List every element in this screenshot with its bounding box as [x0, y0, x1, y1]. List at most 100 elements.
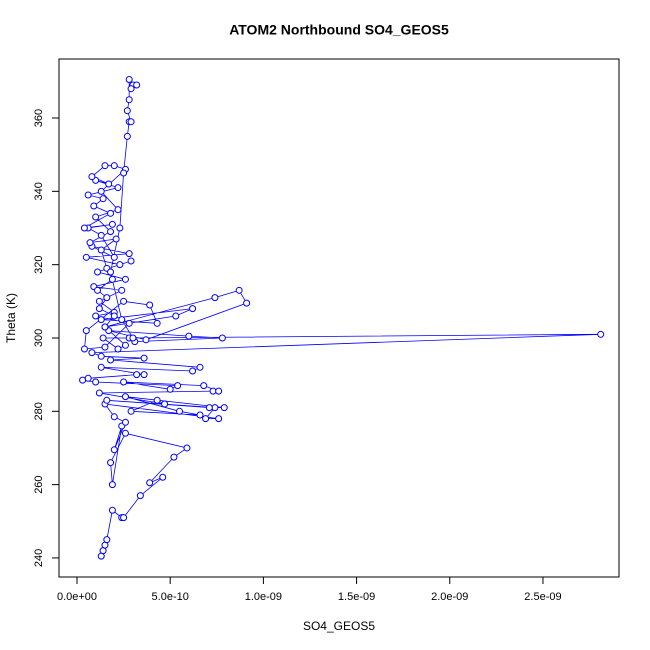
- point: [189, 305, 197, 313]
- point: [127, 257, 135, 265]
- point: [84, 191, 92, 199]
- point: [205, 404, 213, 412]
- point: [95, 297, 103, 305]
- point: [118, 286, 126, 294]
- chart-title: ATOM2 Northbound SO4_GEOS5: [229, 22, 449, 38]
- point: [121, 429, 129, 437]
- point: [110, 312, 118, 320]
- point: [116, 261, 124, 269]
- point: [120, 514, 128, 522]
- point: [82, 253, 90, 261]
- point: [108, 275, 116, 283]
- point: [125, 319, 133, 327]
- point: [176, 407, 184, 415]
- point: [110, 162, 118, 170]
- point: [94, 286, 102, 294]
- point: [107, 209, 115, 217]
- point: [153, 396, 161, 404]
- x-axis-label: SO4_GEOS5: [303, 619, 375, 633]
- point: [189, 367, 197, 375]
- point: [103, 294, 111, 302]
- point: [125, 96, 133, 104]
- point: [200, 382, 208, 390]
- point: [146, 479, 154, 487]
- point: [133, 371, 141, 379]
- point: [127, 118, 135, 126]
- point: [185, 332, 193, 340]
- point: [140, 354, 148, 362]
- point: [153, 319, 161, 327]
- point: [112, 235, 120, 243]
- point: [116, 224, 124, 232]
- point: [125, 250, 133, 258]
- x-tick-label: 5.0e-10: [152, 591, 189, 603]
- point: [120, 297, 128, 305]
- point: [101, 162, 109, 170]
- x-tick-label: 2.5e-09: [524, 591, 561, 603]
- point: [127, 85, 135, 93]
- point: [110, 413, 118, 421]
- x-tick-label: 1.0e-09: [245, 591, 282, 603]
- point: [211, 294, 219, 302]
- point: [127, 407, 135, 415]
- plot-frame: [58, 58, 620, 578]
- point: [121, 275, 129, 283]
- point: [133, 81, 141, 89]
- point: [196, 363, 204, 371]
- point: [146, 301, 154, 309]
- point: [202, 415, 210, 423]
- point: [235, 286, 243, 294]
- point: [174, 382, 182, 390]
- point: [97, 316, 105, 324]
- point: [94, 268, 102, 276]
- point: [123, 132, 131, 140]
- point: [88, 173, 96, 181]
- y-tick-label: 300: [33, 329, 45, 347]
- point: [97, 231, 105, 239]
- point: [118, 316, 126, 324]
- point: [105, 180, 113, 188]
- point: [110, 253, 118, 261]
- point: [218, 334, 226, 342]
- point: [125, 76, 133, 84]
- y-tick-label: 320: [33, 255, 45, 273]
- point: [80, 345, 88, 353]
- point: [114, 345, 122, 353]
- point: [243, 299, 251, 307]
- point: [220, 404, 228, 412]
- point: [107, 228, 115, 236]
- x-tick-label: 0.0e+00: [57, 591, 97, 603]
- point: [92, 378, 100, 386]
- point: [215, 387, 223, 395]
- point: [136, 492, 144, 500]
- point: [597, 330, 605, 338]
- point: [97, 363, 105, 371]
- point: [142, 336, 150, 344]
- point: [97, 187, 105, 195]
- point: [215, 415, 223, 423]
- y-tick-label: 340: [33, 182, 45, 200]
- point: [120, 378, 128, 386]
- point: [101, 343, 109, 351]
- point: [88, 349, 96, 357]
- point: [84, 374, 92, 382]
- y-tick-label: 280: [33, 402, 45, 420]
- point: [99, 195, 107, 203]
- point: [90, 202, 98, 210]
- point: [103, 536, 111, 544]
- point: [110, 446, 118, 454]
- point: [99, 334, 107, 342]
- y-tick-label: 240: [33, 549, 45, 567]
- point: [95, 389, 103, 397]
- y-tick-label: 360: [33, 109, 45, 127]
- point: [108, 481, 116, 489]
- point: [80, 224, 88, 232]
- point: [114, 184, 122, 192]
- point: [161, 400, 169, 408]
- point: [107, 356, 115, 364]
- point: [121, 341, 129, 349]
- x-tick-label: 2.0e-09: [431, 591, 468, 603]
- y-tick-label: 260: [33, 475, 45, 493]
- point: [196, 411, 204, 419]
- point: [79, 376, 87, 384]
